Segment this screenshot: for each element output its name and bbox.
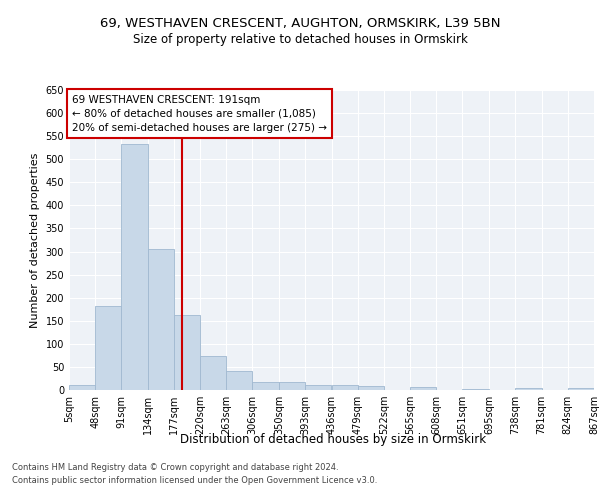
- Bar: [226, 371, 253, 390]
- Text: Distribution of detached houses by size in Ormskirk: Distribution of detached houses by size …: [180, 432, 486, 446]
- Bar: [305, 385, 331, 390]
- Bar: [174, 315, 200, 390]
- Text: 69 WESTHAVEN CRESCENT: 191sqm
← 80% of detached houses are smaller (1,085)
20% o: 69 WESTHAVEN CRESCENT: 191sqm ← 80% of d…: [72, 94, 327, 132]
- Text: 69, WESTHAVEN CRESCENT, AUGHTON, ORMSKIRK, L39 5BN: 69, WESTHAVEN CRESCENT, AUGHTON, ORMSKIR…: [100, 18, 500, 30]
- Bar: [200, 356, 226, 390]
- Bar: [69, 386, 95, 390]
- Bar: [279, 382, 305, 390]
- Bar: [253, 382, 279, 390]
- Bar: [568, 388, 594, 390]
- Bar: [95, 306, 121, 390]
- Text: Contains HM Land Registry data © Crown copyright and database right 2024.: Contains HM Land Registry data © Crown c…: [12, 464, 338, 472]
- Bar: [515, 388, 542, 390]
- Text: Size of property relative to detached houses in Ormskirk: Size of property relative to detached ho…: [133, 32, 467, 46]
- Bar: [148, 249, 174, 390]
- Bar: [463, 388, 489, 390]
- Bar: [410, 387, 436, 390]
- Bar: [358, 386, 384, 390]
- Y-axis label: Number of detached properties: Number of detached properties: [30, 152, 40, 328]
- Text: Contains public sector information licensed under the Open Government Licence v3: Contains public sector information licen…: [12, 476, 377, 485]
- Bar: [331, 386, 358, 390]
- Bar: [121, 144, 148, 390]
